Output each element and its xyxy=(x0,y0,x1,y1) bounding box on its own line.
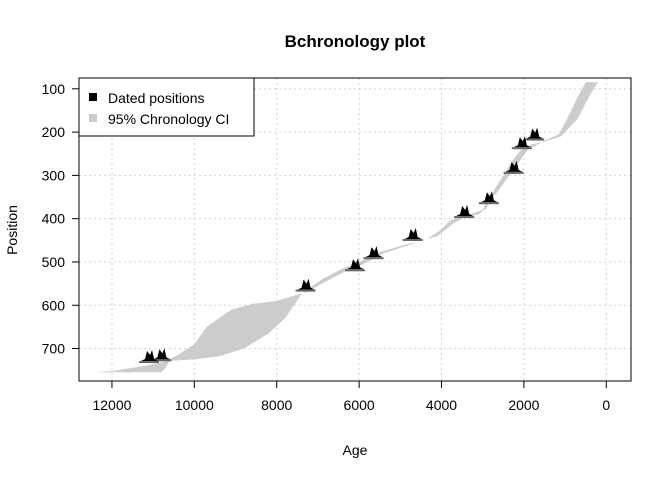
x-axis: 12000 10000 8000 6000 4000 2000 0 xyxy=(92,380,610,413)
y-tick-label-3: 400 xyxy=(42,211,66,227)
legend-box xyxy=(78,77,255,137)
dated-position-9 xyxy=(151,348,172,362)
dated-position-3 xyxy=(478,191,499,205)
dated-positions xyxy=(139,127,545,364)
dated-position-7 xyxy=(345,258,365,272)
chart-title: Bchronology plot xyxy=(285,32,426,51)
y-tick-label-4: 500 xyxy=(42,254,66,270)
y-tick-label-0: 100 xyxy=(42,81,66,97)
y-axis: 100 200 300 400 500 600 700 xyxy=(42,81,80,357)
legend-label-dated: Dated positions xyxy=(108,90,205,106)
dated-position-4 xyxy=(454,205,475,219)
x-tick-label-3: 6000 xyxy=(344,397,375,413)
dated-position-0 xyxy=(524,127,545,141)
grid xyxy=(79,78,631,381)
x-tick-label-1: 10000 xyxy=(175,397,214,413)
x-tick-label-2: 8000 xyxy=(261,397,292,413)
dated-position-8 xyxy=(295,278,316,292)
dated-position-6 xyxy=(363,246,384,260)
x-axis-title: Age xyxy=(343,442,368,458)
y-tick-label-6: 700 xyxy=(42,341,66,357)
y-tick-label-2: 300 xyxy=(42,167,66,183)
dated-position-10 xyxy=(139,350,160,364)
legend-swatch-dated xyxy=(89,93,97,101)
legend: Dated positions 95% Chronology CI xyxy=(78,77,255,137)
chronology-ci-band xyxy=(95,82,631,373)
x-tick-label-4: 4000 xyxy=(426,397,457,413)
dated-position-1 xyxy=(511,136,532,150)
dated-position-5 xyxy=(402,227,423,241)
legend-swatch-ci xyxy=(89,114,97,122)
x-tick-label-5: 2000 xyxy=(508,397,539,413)
y-axis-title: Position xyxy=(4,205,20,255)
x-tick-label-6: 0 xyxy=(602,397,610,413)
x-tick-label-0: 12000 xyxy=(92,397,131,413)
y-tick-label-5: 600 xyxy=(42,297,66,313)
y-tick-label-1: 200 xyxy=(42,124,66,140)
dated-position-2 xyxy=(503,160,524,174)
legend-label-ci: 95% Chronology CI xyxy=(108,111,229,127)
